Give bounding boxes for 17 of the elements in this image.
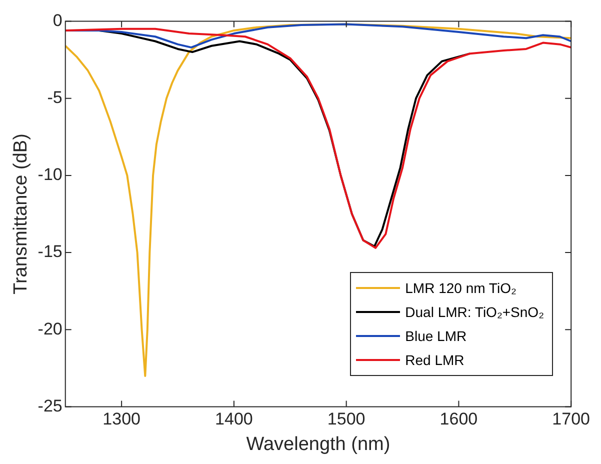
y-tick-label: -20	[38, 319, 62, 338]
legend-label: Dual LMR: TiO₂+SnO₂	[405, 304, 544, 320]
y-tick-label: -15	[38, 242, 62, 262]
legend-label: Blue LMR	[405, 328, 467, 344]
y-tick-label: -5	[47, 88, 62, 108]
legend-label: Red LMR	[405, 352, 464, 368]
x-tick-label: 1500	[327, 410, 366, 429]
y-tick-label: 0	[52, 10, 62, 30]
legend-label: LMR 120 nm TiO₂	[405, 280, 516, 296]
y-tick-label: -10	[38, 165, 62, 184]
y-tick-label: -25	[38, 396, 62, 416]
x-tick-label: 1600	[440, 410, 478, 429]
x-tick-label: 1400	[215, 410, 253, 429]
x-axis-title: Wavelength (nm)	[246, 434, 390, 455]
y-axis-title: Transmittance (dB)	[10, 134, 32, 294]
x-tick-label: 1700	[552, 410, 590, 429]
x-tick-label: 1300	[102, 410, 140, 429]
